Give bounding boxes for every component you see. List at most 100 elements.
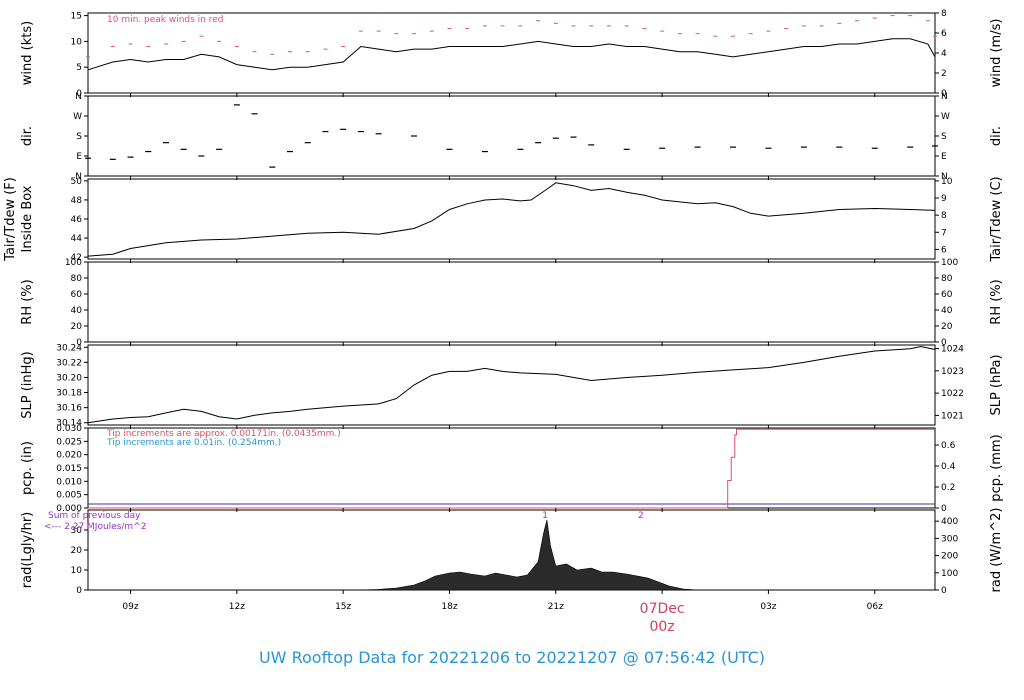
left-tick-label: N: [75, 172, 82, 182]
right-tick-label: 20: [941, 322, 953, 332]
left-tick-label: 0.030: [56, 424, 82, 434]
x-tick-label: 21z: [548, 602, 564, 612]
panel-frame: [87, 12, 936, 94]
left-tick-label: 15: [71, 12, 82, 22]
right-tick-label: 100: [941, 569, 958, 579]
panel-frame: [87, 95, 936, 177]
right-tick-label: 9: [941, 194, 947, 204]
right-tick-label: 400: [941, 517, 958, 527]
left-tick-label: E: [76, 152, 82, 162]
left-tick-label: 30.22: [56, 358, 82, 368]
left-tick-label: 0.025: [56, 437, 82, 447]
right-tick-label: 40: [941, 306, 953, 316]
right-tick-label: 6: [941, 245, 947, 255]
x-tick-label: 03z: [760, 602, 776, 612]
panel-temp: 42 44 46 48 50 6 7 8 9 10 Tair/Tdew (F) Inside Box T…: [3, 176, 1004, 263]
x-tick-label: 12z: [229, 602, 245, 612]
left-tick-label: 5: [76, 63, 82, 73]
left-tick-label: W: [73, 112, 82, 122]
left-tick-label: 30.16: [56, 404, 82, 414]
left-tick-label: 40: [71, 306, 83, 316]
left-tick-label: 30: [71, 526, 83, 536]
left-tick-label: 0.015: [56, 464, 82, 474]
panel-precip: 0.000 0.005 0.010 0.015 0.020 0.025 0.030 0 0.2 0…: [20, 424, 1004, 514]
left-tick-label: 0: [76, 586, 82, 596]
left-tick-label: 30.20: [56, 373, 82, 383]
left-tick-label: 30.14: [56, 419, 82, 429]
slp-line: [87, 345, 936, 424]
right-tick-label: 1022: [941, 389, 964, 399]
right-tick-label: W: [941, 112, 950, 122]
right-tick-label: 6: [941, 29, 947, 39]
right-tick-label: N: [941, 172, 948, 182]
panel-frame: [87, 344, 936, 426]
rad-sum-note: Sum of previous day: [48, 511, 141, 521]
right-tick-label: 80: [941, 274, 953, 284]
left-tick-label: 10: [71, 37, 83, 47]
right-tick-label: 10: [941, 177, 953, 187]
right-tick-label: 8: [941, 211, 947, 221]
precip-line: [88, 428, 935, 509]
right-tick-label: 100: [941, 258, 958, 268]
peak-wind-note: 10 min. peak winds in red: [107, 15, 224, 25]
left-tick-label: 0: [76, 338, 82, 348]
left-tick-label: 0.000: [56, 504, 82, 514]
left-tick-label: 0: [76, 89, 82, 99]
left-tick-label: 0.010: [56, 477, 82, 487]
temp-line: [87, 182, 936, 257]
panel-wind: 0 5 10 15 0 2 4 6 8 wind (kts) wind (m/s) 10 min. p…: [20, 9, 1004, 99]
left-tick-label: 0.005: [56, 491, 82, 501]
x-tick-label: 06z: [867, 602, 883, 612]
right-tick-label: E: [941, 152, 947, 162]
right-axis-label: RH (%): [989, 279, 1004, 324]
left-tick-label: 60: [71, 290, 83, 300]
left-tick-label: 100: [65, 258, 82, 268]
panel-slp: 30.14 30.16 30.18 30.20 30.22 30.24 1021 1022 10…: [20, 343, 1004, 429]
left-tick-label: 0.020: [56, 451, 82, 461]
right-axis-label: pcp. (mm): [989, 434, 1004, 501]
left-axis-label: Tair/Tdew (F): [3, 177, 18, 262]
right-tick-label: 60: [941, 290, 953, 300]
left-tick-label: N: [75, 92, 82, 102]
tip-note-red: Tip increments are approx. 0.00171in. (0…: [106, 429, 341, 439]
rad-marker-label: 2: [638, 511, 644, 521]
left-tick-label: 10: [71, 566, 83, 576]
panel-frame: [87, 261, 936, 343]
rooftop-chart: 0 5 10 15 0 2 4 6 8 wind (kts) wind (m/s) 10 min. p…: [3, 9, 1004, 635]
left-axis-label: wind (kts): [20, 21, 35, 85]
right-tick-label: 0: [941, 504, 947, 514]
left-tick-label: 20: [71, 546, 83, 556]
right-tick-label: 0.6: [941, 441, 956, 451]
left-axis-label: dir.: [20, 126, 35, 146]
chart-panels: 0 5 10 15 0 2 4 6 8 wind (kts) wind (m/s) 10 min. p…: [3, 9, 1004, 635]
rad-sum-value: <--- 2.27 MJoules/m^2: [44, 522, 146, 532]
date-sublabel: 00z: [650, 619, 675, 635]
left-tick-label: 42: [71, 253, 82, 263]
x-tick-label: 09z: [122, 602, 138, 612]
x-tick-label: 18z: [441, 602, 457, 612]
panel-frame: [87, 178, 936, 260]
rad-area: [357, 519, 698, 591]
right-tick-label: 1024: [941, 345, 964, 355]
right-tick-label: 0.2: [941, 483, 955, 493]
left-tick-label: S: [76, 132, 82, 142]
right-tick-label: 4: [941, 49, 947, 59]
right-axis-label: dir.: [989, 126, 1004, 146]
left-axis-label-2: Inside Box: [20, 185, 35, 252]
x-tick-label: 15z: [335, 602, 351, 612]
right-tick-label: 200: [941, 552, 958, 562]
right-tick-label: 2: [941, 69, 947, 79]
right-axis-label: SLP (hPa): [989, 354, 1004, 415]
left-tick-label: 44: [71, 234, 83, 244]
right-tick-label: 7: [941, 228, 947, 238]
left-axis-label: rad(Lgly/hr): [20, 512, 35, 588]
right-tick-label: 1021: [941, 411, 964, 421]
right-tick-label: N: [941, 92, 948, 102]
date-label: 07Dec: [640, 601, 685, 617]
left-tick-label: 20: [71, 322, 83, 332]
right-tick-label: S: [941, 132, 947, 142]
right-tick-label: 0: [941, 89, 947, 99]
right-axis-label: wind (m/s): [989, 19, 1004, 88]
